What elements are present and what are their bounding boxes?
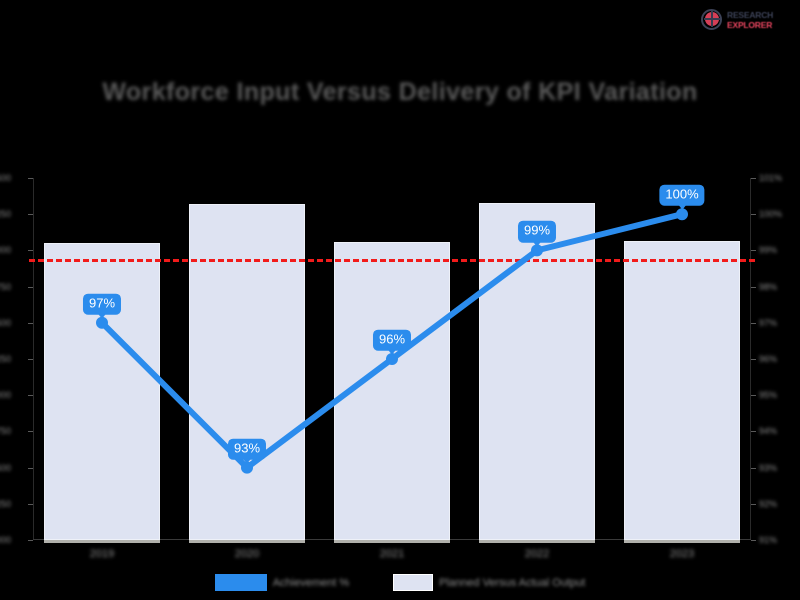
y-axis-right-tick-label: 98% [759, 281, 778, 292]
data-label-callout: 96% [372, 329, 412, 356]
y-axis-left-tick-label: 2250 [0, 354, 11, 364]
x-axis-tick-label: 2022 [524, 548, 550, 560]
y-axis-right-tick-label: 97% [759, 317, 778, 328]
logo-line-2: EXPLORER [727, 19, 773, 30]
y-axis-right-tick [751, 178, 756, 179]
bar-base-shadow [189, 539, 305, 543]
x-axis-tick-label: 2020 [234, 548, 260, 560]
bar-base-shadow [334, 539, 450, 543]
y-axis-left-spine [33, 178, 34, 540]
y-axis-left-tick [28, 540, 33, 541]
legend-label-bar: Planned Versus Actual Output [439, 576, 586, 589]
logo-burst-icon [700, 8, 724, 32]
y-axis-left-tick-label: 2750 [0, 281, 11, 292]
y-axis-left-tick-label: 1000 [0, 535, 11, 545]
y-axis-right-tick [751, 286, 756, 288]
data-label-callout: 99% [517, 221, 557, 247]
y-axis-left-tick-label: 1250 [0, 498, 11, 509]
y-axis-left-tick [28, 359, 33, 360]
y-axis-right-tick [751, 431, 756, 433]
x-axis-tick-label: 2021 [379, 548, 405, 560]
target-reference-line [29, 259, 755, 263]
y-axis-left-tick [28, 322, 33, 324]
y-axis-left-tick [28, 395, 33, 397]
brand-logo: RESEARCH EXPLORER [700, 6, 792, 34]
legend-swatch-bar-icon [393, 574, 434, 591]
data-label-callout: 93% [227, 438, 267, 464]
y-axis-right-tick [751, 322, 756, 324]
legend-swatch-line-icon [214, 574, 267, 591]
bar-base-shadow [624, 539, 740, 543]
y-axis-right-tick-label: 94% [759, 426, 778, 437]
legend-label-line: Achievement % [272, 576, 350, 589]
bar[interactable] [479, 202, 595, 540]
bar[interactable] [624, 241, 740, 540]
y-axis-right-tick [751, 503, 756, 505]
x-axis-tick-label: 2023 [669, 548, 695, 560]
plot-area: 3500 3250 3000 2750 2500 2250 2000 1750 1500 1250… [0, 173, 782, 545]
y-axis-left-tick [28, 250, 33, 252]
y-axis-right-tick-label: 95% [759, 390, 778, 401]
bar[interactable] [44, 243, 160, 540]
data-label-callout: 100% [659, 184, 705, 211]
y-axis-right-tick-label: 92% [759, 498, 778, 509]
y-axis-right-tick-label: 101% [759, 173, 783, 183]
y-axis-right-tick [751, 359, 756, 360]
y-axis-left-tick-label: 1750 [0, 426, 11, 437]
bar-base-shadow [479, 539, 595, 543]
y-axis-left-tick [28, 467, 33, 469]
y-axis-right-tick-label: 99% [759, 245, 778, 256]
y-axis-left-tick [28, 178, 33, 179]
legend-item-line[interactable]: Achievement % [214, 574, 350, 591]
y-axis-left-tick [28, 431, 33, 433]
y-axis-left-tick-label: 3250 [0, 209, 11, 220]
logo-line-1: RESEARCH [727, 9, 774, 20]
logo-wordmark: RESEARCH EXPLORER [727, 11, 773, 30]
y-axis-left-tick-label: 3500 [0, 173, 11, 183]
bar-base-shadow [44, 539, 160, 543]
y-axis-right-tick [751, 250, 756, 252]
y-axis-right-tick-label: 93% [759, 462, 778, 473]
data-label-callout: 97% [82, 293, 122, 320]
y-axis-right-tick [751, 467, 756, 469]
y-axis-right-tick-label: 100% [759, 209, 783, 220]
y-axis-left-tick [28, 214, 33, 216]
y-axis-right-tick [751, 540, 756, 541]
y-axis-right-tick [751, 214, 756, 216]
legend-item-bar[interactable]: Planned Versus Actual Output [393, 574, 585, 591]
y-axis-left-tick [28, 286, 33, 288]
y-axis-left-tick-label: 2000 [0, 390, 11, 401]
chart-title: Workforce Input Versus Delivery of KPI V… [102, 78, 698, 106]
y-axis-left-tick [28, 503, 33, 505]
y-axis-left-tick-label: 1500 [0, 462, 11, 473]
y-axis-right-tick-label: 91% [759, 535, 778, 545]
chart-legend: Achievement % Planned Versus Actual Outp… [0, 574, 800, 591]
y-axis-left-tick-label: 3000 [0, 245, 11, 256]
x-axis-tick-label: 2019 [89, 548, 115, 560]
y-axis-right-tick-label: 96% [759, 354, 778, 364]
y-axis-right-spine [750, 178, 751, 540]
y-axis-left-tick-label: 2500 [0, 317, 11, 328]
bar[interactable] [334, 241, 450, 540]
y-axis-right-tick [751, 395, 756, 397]
bar[interactable] [189, 204, 305, 540]
